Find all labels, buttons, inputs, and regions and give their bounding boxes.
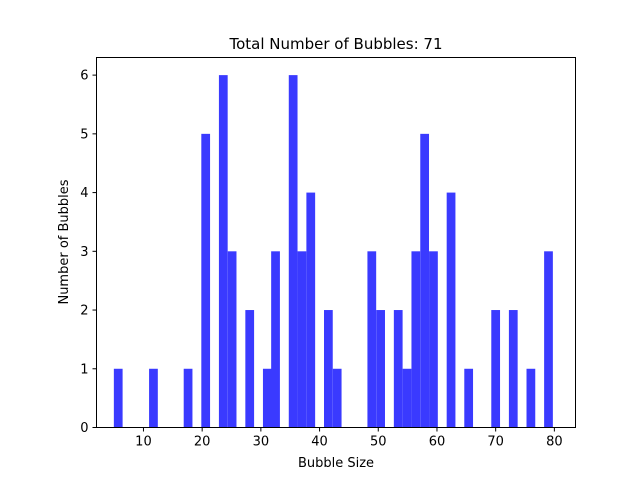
x-tick-label: 40 <box>311 435 328 450</box>
y-tick-label: 5 <box>80 127 88 142</box>
histogram-bar-7 <box>262 368 272 428</box>
histogram-bar-10 <box>297 251 307 428</box>
x-tick-label: 30 <box>253 435 270 450</box>
histogram-bar-9 <box>288 75 298 428</box>
x-axis-ticks: 10 20 30 40 50 60 70 80 <box>135 427 563 450</box>
histogram-bar-14 <box>367 251 377 428</box>
histogram-bar-25 <box>526 368 536 428</box>
histogram-bar-26 <box>544 251 553 428</box>
histogram-bar-8 <box>271 251 280 428</box>
plot-frame <box>96 57 576 428</box>
histogram-bar-2 <box>183 368 193 428</box>
histogram-bar-1 <box>149 368 158 428</box>
histogram-bar-22 <box>464 368 474 428</box>
histogram-bar-3 <box>201 133 211 428</box>
x-axis-label: Bubble Size <box>298 456 374 471</box>
x-tick-label: 50 <box>370 435 387 450</box>
y-tick-label: 0 <box>80 421 88 436</box>
y-axis-ticks: 0 1 2 3 4 5 6 <box>80 69 97 436</box>
histogram-bar-18 <box>411 251 421 428</box>
histogram-bar-16 <box>393 310 403 428</box>
histogram-bar-21 <box>446 192 456 428</box>
x-tick-label: 70 <box>487 435 504 450</box>
histogram-bar-13 <box>332 368 342 428</box>
y-tick-label: 3 <box>80 245 88 260</box>
x-tick-label: 10 <box>135 435 152 450</box>
y-tick-label: 6 <box>80 69 88 84</box>
histogram-bar-11 <box>306 192 316 428</box>
y-tick-label: 2 <box>80 304 88 319</box>
chart-title: Total Number of Bubbles: 71 <box>228 35 442 53</box>
histogram-bar-23 <box>491 310 501 428</box>
histogram-bar-20 <box>429 251 438 428</box>
histogram-bar-12 <box>324 310 333 428</box>
histogram-bar-6 <box>245 310 255 428</box>
histogram-bar-15 <box>376 310 385 428</box>
histogram-bar-5 <box>227 251 237 428</box>
histogram-bar-0 <box>113 368 123 428</box>
x-tick-label: 20 <box>194 435 211 450</box>
y-axis-label: Number of Bubbles <box>57 179 72 304</box>
y-tick-label: 1 <box>80 362 88 377</box>
bars-layer <box>113 75 553 428</box>
histogram-bar-19 <box>420 133 430 428</box>
x-tick-label: 60 <box>429 435 446 450</box>
histogram-bar-24 <box>508 310 518 428</box>
x-tick-label: 80 <box>546 435 563 450</box>
histogram-bar-17 <box>402 368 412 428</box>
histogram-bar-4 <box>218 75 228 428</box>
y-tick-label: 4 <box>80 186 88 201</box>
